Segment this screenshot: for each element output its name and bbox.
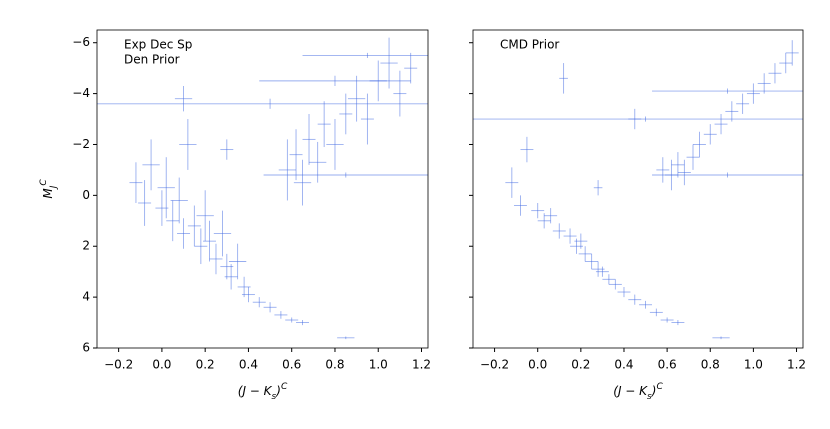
x-tick-label: 0.0 — [152, 358, 171, 372]
annotation: Den Prior — [124, 53, 180, 67]
axis-label-part: s — [272, 392, 277, 402]
x-tick-label: 1.0 — [744, 358, 763, 372]
axes-frame — [472, 29, 804, 349]
plot-area — [97, 37, 428, 340]
y-tick-label: 4 — [82, 290, 90, 304]
axis-label: (J − Ks)C — [238, 382, 288, 402]
x-tick-label: 0.8 — [701, 358, 720, 372]
axis-label-part: (J − K — [613, 384, 648, 398]
axis-label-part: ) — [275, 384, 281, 398]
axis-label-part: ) — [651, 384, 657, 398]
y-tick-label: 6 — [82, 341, 90, 355]
x-tick-label: 1.2 — [787, 358, 806, 372]
axis-label-part: C — [281, 382, 288, 392]
y-tick-label: −6 — [72, 35, 90, 49]
x-tick-label: 0.4 — [614, 358, 633, 372]
y-tick-label: 0 — [82, 188, 90, 202]
y-tick-label: −4 — [72, 86, 90, 100]
annotation: CMD Prior — [500, 38, 559, 52]
x-tick-label: 1.0 — [369, 358, 388, 372]
axis-label: (J − Ks)C — [613, 382, 663, 402]
x-tick-label: −0.2 — [104, 358, 133, 372]
plot-area — [473, 40, 803, 340]
x-tick-label: 0.6 — [658, 358, 677, 372]
x-tick-label: 1.2 — [412, 358, 431, 372]
y-tick-label: 2 — [82, 239, 90, 253]
x-tick-label: 0.2 — [196, 358, 215, 372]
axis-label-part: C — [656, 382, 663, 392]
axis-label-part: C — [39, 179, 49, 186]
x-tick-label: 0.8 — [325, 358, 344, 372]
annotation: Exp Dec Sp — [124, 38, 192, 52]
y-tick-label: −2 — [72, 137, 90, 151]
axis-label-part: M — [41, 188, 55, 199]
axis-label-part: (J − K — [238, 384, 273, 398]
x-tick-label: 0.6 — [282, 358, 301, 372]
x-tick-label: −0.2 — [480, 358, 509, 372]
axis-label-part: J — [49, 185, 59, 190]
axis-label-part: s — [647, 392, 652, 402]
x-tick-label: 0.0 — [528, 358, 547, 372]
x-tick-label: 0.2 — [571, 358, 590, 372]
axis-label: MJC — [39, 179, 59, 199]
x-tick-label: 0.4 — [239, 358, 258, 372]
axes-frame — [96, 29, 429, 349]
